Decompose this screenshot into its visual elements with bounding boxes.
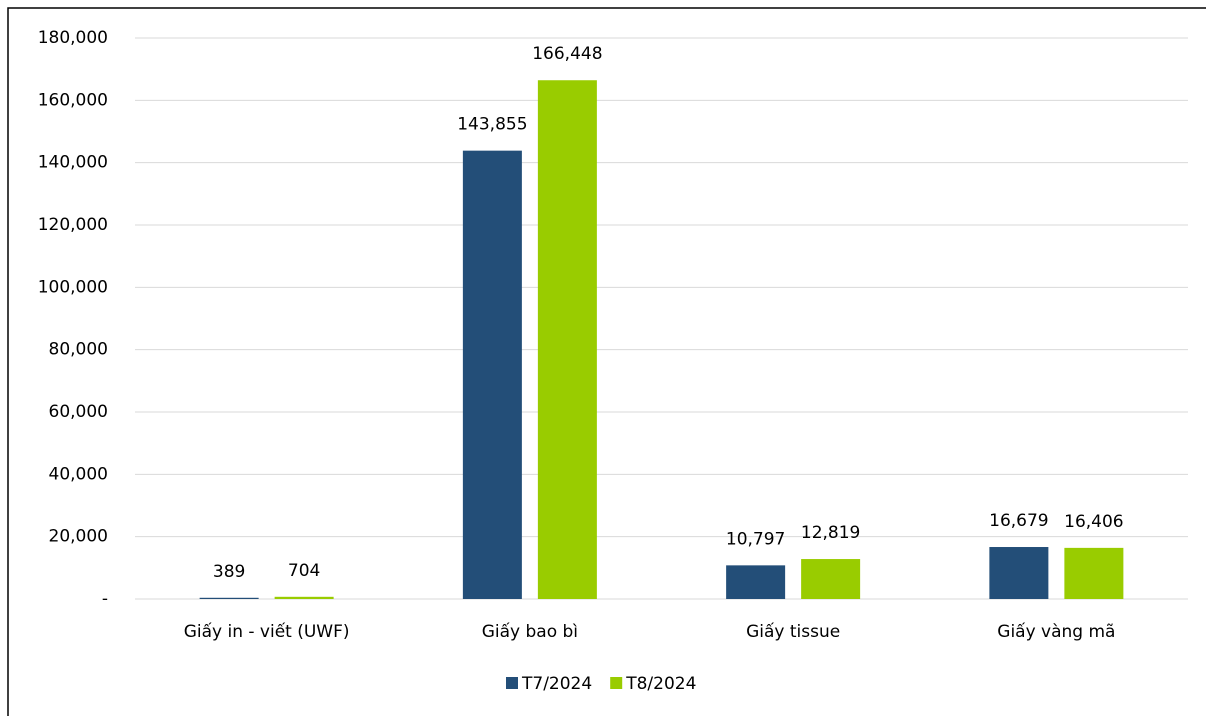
data-label: 10,797 (726, 529, 785, 549)
data-label: 16,679 (989, 511, 1048, 531)
chart-frame (7, 7, 1206, 716)
bar (462, 150, 522, 599)
y-tick-label: 180,000 (38, 28, 108, 48)
x-tick-label: Giấy bao bì (482, 621, 578, 642)
y-tick-label: 100,000 (38, 277, 108, 297)
y-tick-label: 160,000 (38, 90, 108, 110)
legend-swatch (610, 677, 623, 689)
data-label: 389 (213, 562, 245, 582)
y-tick-label: 40,000 (49, 464, 108, 484)
data-label: 704 (288, 561, 320, 581)
x-tick-label: Giấy vàng mã (997, 621, 1115, 642)
y-tick-label: 60,000 (49, 402, 108, 422)
data-label: 166,448 (532, 44, 602, 64)
x-tick-label: Giấy tissue (746, 621, 840, 642)
y-tick-label: 80,000 (49, 340, 108, 360)
bar (1064, 547, 1124, 599)
data-label: 16,406 (1064, 512, 1123, 532)
y-tick-label: 120,000 (38, 215, 108, 235)
y-tick-label: - (102, 589, 108, 609)
legend-label: T8/2024 (625, 674, 696, 694)
data-label: 12,819 (801, 523, 860, 543)
bar (199, 597, 259, 599)
x-tick-label: Giấy in - viết (UWF) (184, 621, 350, 642)
y-tick-label: 20,000 (49, 527, 108, 547)
bar (537, 80, 597, 600)
data-label: 143,855 (457, 115, 527, 135)
bar (989, 547, 1049, 599)
legend-label: T7/2024 (521, 674, 592, 694)
bar (801, 559, 861, 599)
bar (726, 565, 786, 599)
legend-swatch (506, 677, 518, 689)
bar (274, 596, 334, 599)
y-tick-label: 140,000 (38, 153, 108, 173)
